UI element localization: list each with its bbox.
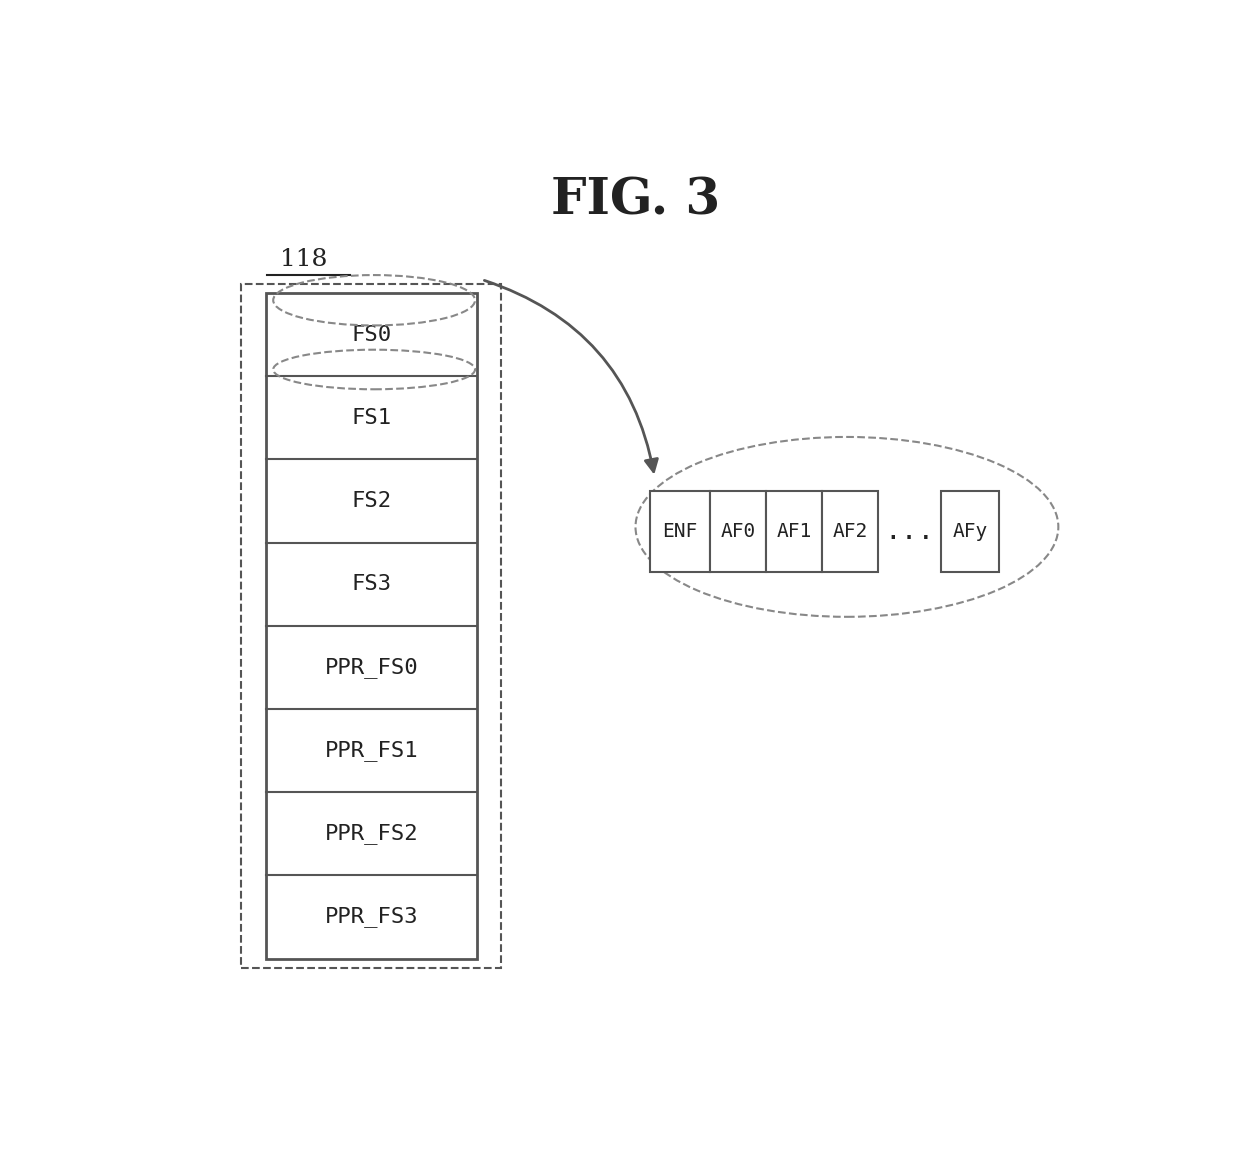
Text: PPR_FS0: PPR_FS0	[325, 656, 418, 677]
Bar	[711, 491, 766, 572]
Bar	[242, 284, 501, 967]
Text: FS2: FS2	[351, 491, 392, 512]
Bar	[822, 491, 878, 572]
Text: ...: ...	[884, 517, 935, 545]
Text: PPR_FS3: PPR_FS3	[325, 906, 418, 927]
Text: AF0: AF0	[720, 522, 756, 541]
Text: AF1: AF1	[776, 522, 812, 541]
Text: FS0: FS0	[351, 325, 392, 345]
Bar	[650, 491, 711, 572]
Text: ENF: ENF	[662, 522, 698, 541]
Text: PPR_FS1: PPR_FS1	[325, 741, 418, 762]
Text: AFy: AFy	[952, 522, 987, 541]
Bar	[941, 491, 998, 572]
Bar	[265, 293, 477, 959]
FancyArrowPatch shape	[485, 280, 657, 472]
Text: FS1: FS1	[351, 408, 392, 427]
Text: AF2: AF2	[832, 522, 868, 541]
Text: FIG. 3: FIG. 3	[551, 176, 720, 225]
Bar	[766, 491, 822, 572]
Text: 118: 118	[280, 248, 327, 271]
Text: PPR_FS2: PPR_FS2	[325, 823, 418, 844]
Text: FS3: FS3	[351, 575, 392, 595]
